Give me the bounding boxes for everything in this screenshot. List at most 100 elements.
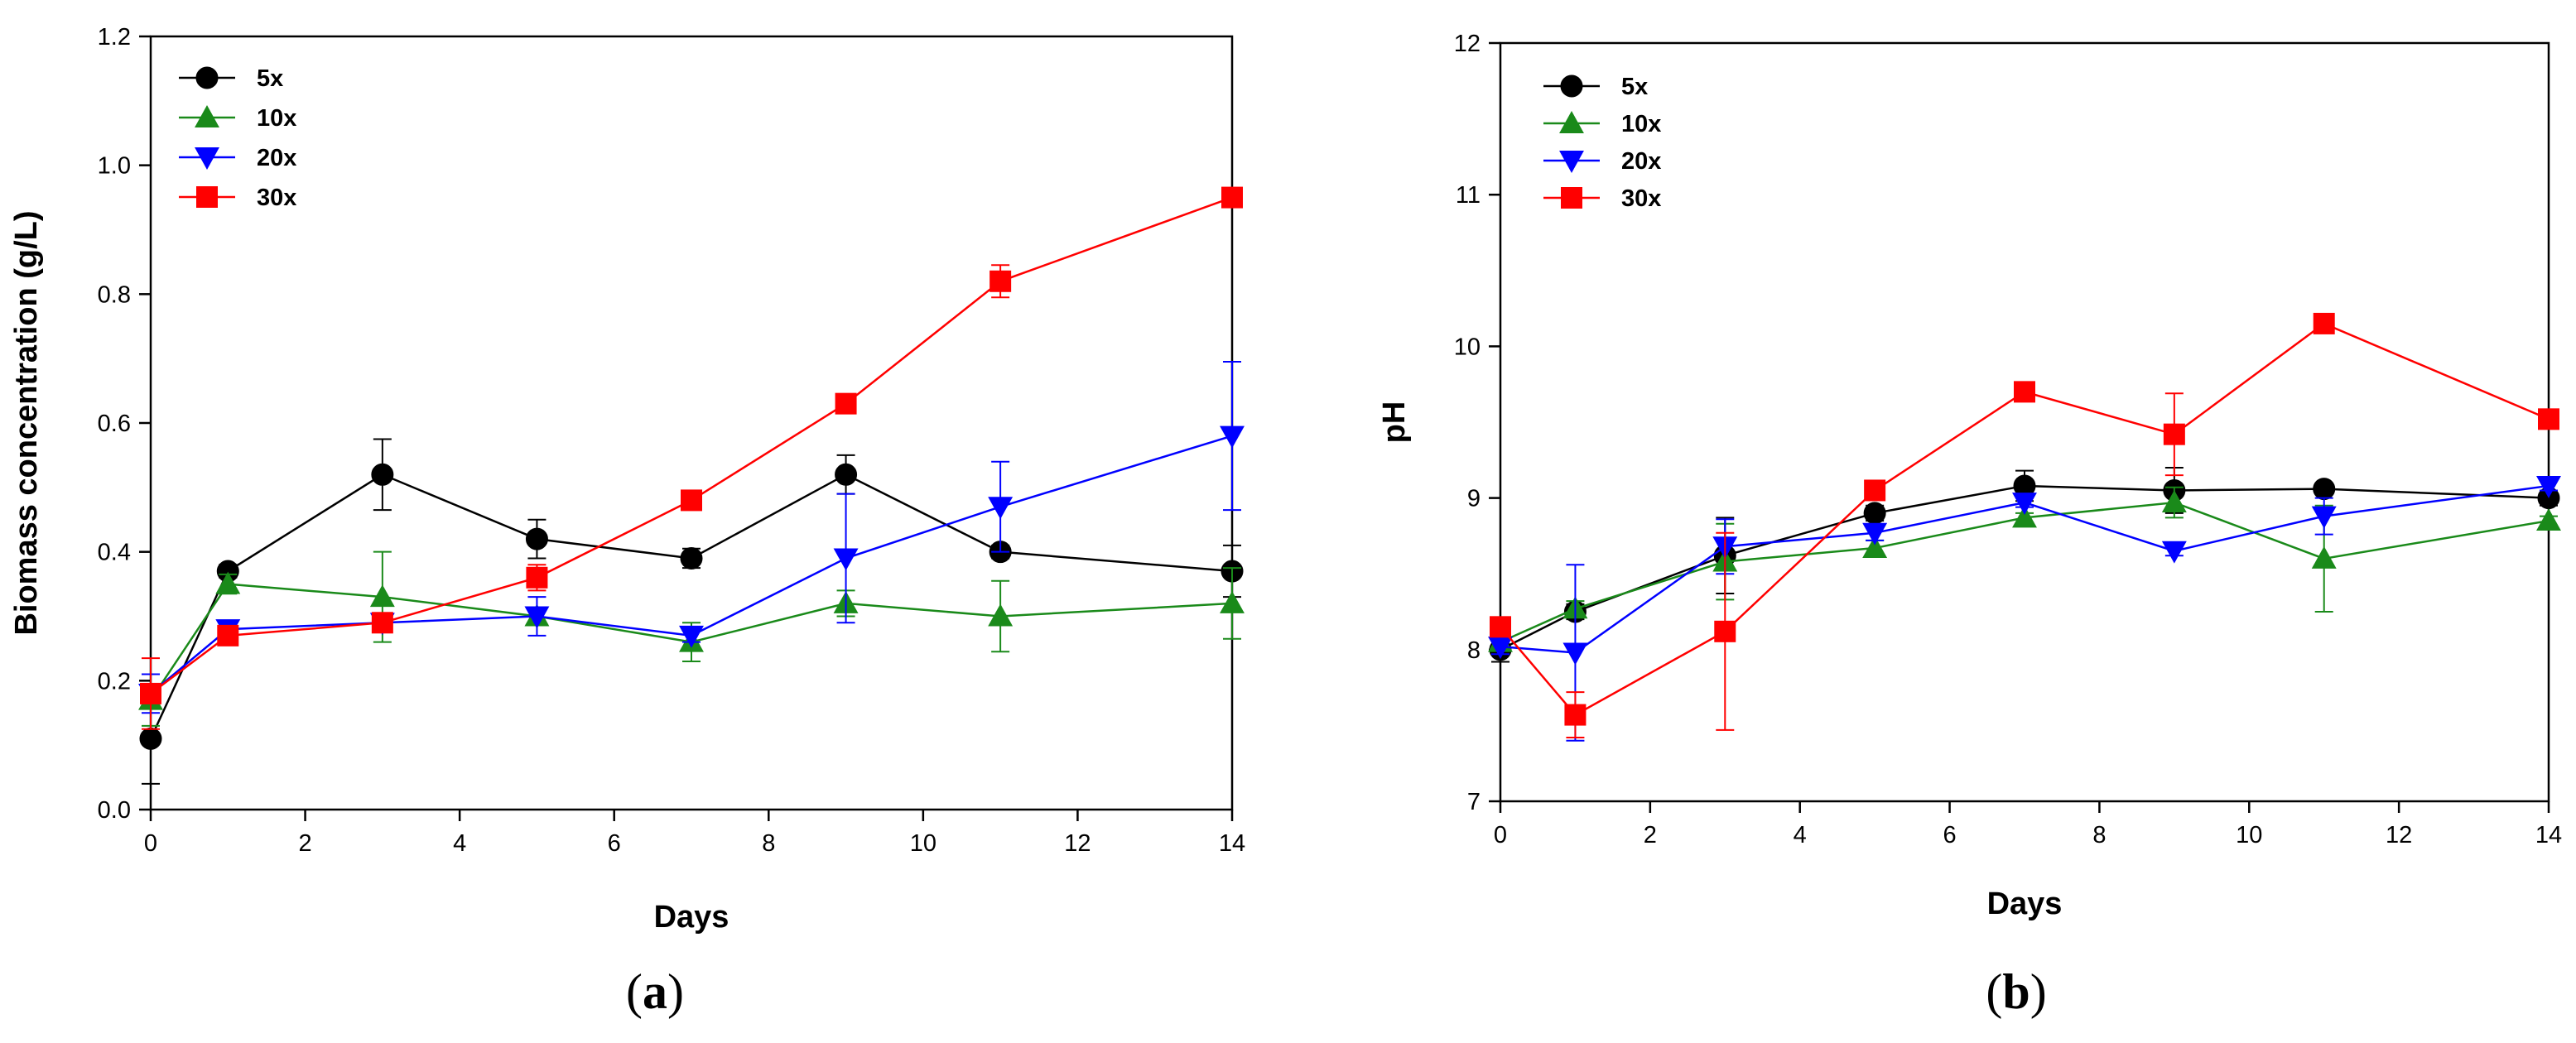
legend-entry-10x: 10x <box>1543 111 1661 137</box>
data-point <box>217 624 239 646</box>
legend-marker <box>1560 74 1583 98</box>
series-line <box>1500 484 2550 654</box>
x-tick-label: 8 <box>762 830 775 857</box>
x-tick-label: 6 <box>608 830 621 857</box>
data-point <box>2538 408 2559 430</box>
panel-label: (a) <box>626 964 684 1019</box>
y-tick-label: 1.2 <box>98 24 131 50</box>
data-point <box>371 463 394 486</box>
series-line <box>150 196 1233 695</box>
data-point <box>1862 536 1888 559</box>
data-point <box>1862 522 1888 546</box>
x-axis-title: Days <box>1987 887 2063 921</box>
data-point <box>2012 505 2037 528</box>
data-point <box>371 612 393 634</box>
data-point <box>679 625 704 648</box>
x-tick-label: 10 <box>910 830 937 857</box>
x-tick-label: 14 <box>1219 830 1245 857</box>
x-tick-label: 12 <box>1064 830 1091 857</box>
y-tick-label: 8 <box>1467 637 1481 664</box>
y-tick-label: 12 <box>1454 31 1481 57</box>
legend-label: 30x <box>257 185 296 211</box>
y-tick-label: 11 <box>1456 182 1481 209</box>
data-point <box>2313 312 2335 334</box>
x-axis-title: Days <box>654 900 729 935</box>
chart-panel-a: 0 2 4 6 8 10 12 14 0.0 0.2 0.4 0.6 0.8 1.0 1.2 Days Biom… <box>9 24 1245 1019</box>
legend-marker <box>195 105 219 127</box>
data-point <box>833 548 859 571</box>
series-line <box>150 435 1233 695</box>
x-tick-label: 12 <box>2386 822 2412 848</box>
x-tick-label: 14 <box>2535 822 2562 848</box>
y-axis-title: pH <box>1377 401 1412 444</box>
y-tick-label: 0.4 <box>98 540 131 566</box>
data-point <box>680 546 703 570</box>
legend-entry-30x: 30x <box>1543 185 1661 212</box>
data-point <box>988 497 1014 520</box>
data-point <box>988 603 1014 627</box>
data-point <box>2163 423 2185 445</box>
legend-label: 5x <box>1621 74 1648 100</box>
legend-marker <box>1559 151 1584 173</box>
y-tick-label: 0.8 <box>98 281 131 308</box>
series-30x <box>140 186 1243 730</box>
legend-marker <box>195 147 219 170</box>
legend-label: 20x <box>1621 148 1661 175</box>
data-point <box>1864 479 1886 502</box>
y-tick-label: 10 <box>1454 334 1481 360</box>
y-tick-label: 0.2 <box>98 668 131 695</box>
data-point <box>1863 502 1886 525</box>
series-line <box>1500 322 2550 717</box>
data-point <box>525 527 548 550</box>
data-point <box>2311 506 2337 529</box>
data-point <box>989 270 1012 292</box>
y-tick-label: 0.0 <box>98 797 131 824</box>
series-5x <box>139 438 1244 785</box>
data-point <box>1488 637 1513 660</box>
data-point <box>140 682 161 704</box>
chart-panel-b: 0 2 4 6 8 10 12 14 7 8 9 10 11 12 Days pH 5x 10x 20x 30x (b) <box>1377 31 2562 1019</box>
y-tick-label: 9 <box>1467 486 1481 512</box>
x-tick-label: 0 <box>1494 822 1507 848</box>
series-line <box>149 473 1233 739</box>
legend-marker <box>196 186 218 208</box>
data-point <box>2161 490 2187 513</box>
legend-entry-20x: 20x <box>1543 148 1661 175</box>
x-tick-label: 0 <box>144 830 157 857</box>
series-line <box>1500 501 2550 643</box>
data-point <box>1220 425 1245 449</box>
data-point <box>1220 590 1245 613</box>
data-point <box>526 566 548 589</box>
legend-label: 20x <box>257 145 296 171</box>
x-tick-label: 6 <box>1943 822 1957 848</box>
y-tick-label: 1.0 <box>98 153 131 180</box>
legend-entry-20x: 20x <box>179 145 296 171</box>
y-axis-title: Biomass concentration (g/L) <box>9 210 44 635</box>
y-tick-label: 0.6 <box>98 411 131 437</box>
data-point <box>835 463 858 486</box>
data-point <box>2536 508 2561 531</box>
data-point <box>524 606 550 629</box>
series-20x <box>1488 475 2561 742</box>
data-point <box>2161 541 2187 564</box>
series-30x <box>1490 312 2559 739</box>
data-point <box>2014 381 2035 403</box>
data-point <box>1564 704 1587 726</box>
data-point <box>2012 493 2037 516</box>
legend-marker <box>1559 111 1584 133</box>
legend-label: 5x <box>257 65 283 92</box>
x-tick-label: 4 <box>453 830 466 857</box>
data-point <box>681 489 702 512</box>
legend-label: 10x <box>1621 111 1661 137</box>
data-point <box>1562 642 1588 666</box>
legend-marker <box>195 66 219 89</box>
y-tick-label: 7 <box>1467 789 1481 815</box>
data-point <box>2313 478 2336 501</box>
data-point <box>369 584 395 608</box>
data-point <box>1714 620 1736 642</box>
legend-marker <box>1561 187 1582 209</box>
x-tick-label: 4 <box>1794 822 1807 848</box>
data-point <box>2311 546 2337 569</box>
data-point <box>1221 186 1243 209</box>
